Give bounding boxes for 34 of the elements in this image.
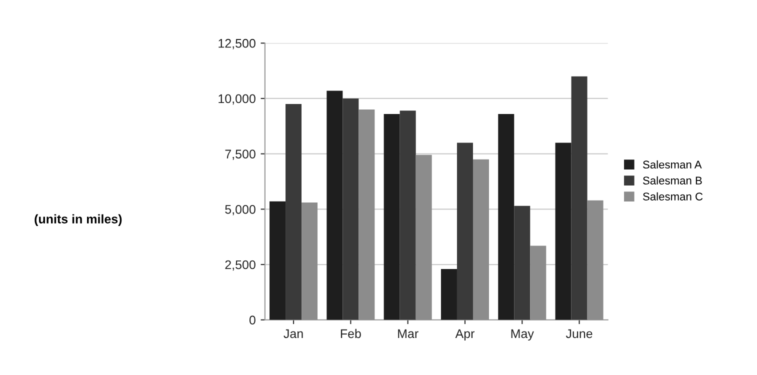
bar — [384, 114, 400, 320]
legend-label: Salesman C — [643, 192, 703, 200]
bar — [514, 206, 530, 320]
bar — [498, 114, 514, 320]
bar — [587, 200, 604, 320]
bar — [472, 159, 489, 320]
x-tick-label: May — [511, 329, 534, 341]
x-tick-label: Mar — [398, 329, 418, 338]
y-tick-label: 0 — [249, 316, 256, 325]
x-tick-label: June — [566, 329, 592, 338]
y-tick-label: 2,500 — [225, 260, 256, 271]
bar — [286, 104, 302, 320]
bar — [342, 98, 359, 320]
x-tick-label: Feb — [340, 328, 361, 338]
y-tick-label: 5,000 — [225, 204, 256, 216]
y-tick-label: 10,000 — [218, 94, 256, 105]
text: (units in miles) — [34, 214, 122, 226]
bar — [456, 142, 473, 320]
bar — [358, 110, 375, 320]
y-tick-label: 7,500 — [225, 150, 256, 160]
x-tick-label: Apr — [455, 329, 475, 341]
x-tick-label: Jan — [284, 329, 303, 338]
bar — [270, 201, 286, 320]
bar — [302, 202, 318, 320]
bar — [400, 110, 416, 320]
bar — [416, 154, 432, 320]
bar — [555, 142, 572, 320]
bar — [571, 76, 588, 320]
y-tick-label: 12,500 — [218, 38, 256, 50]
legend-label: Salesman B — [643, 176, 702, 185]
bar — [326, 90, 343, 320]
bar — [530, 246, 546, 320]
legend-label: Salesman A — [643, 160, 702, 169]
bar — [440, 268, 457, 320]
